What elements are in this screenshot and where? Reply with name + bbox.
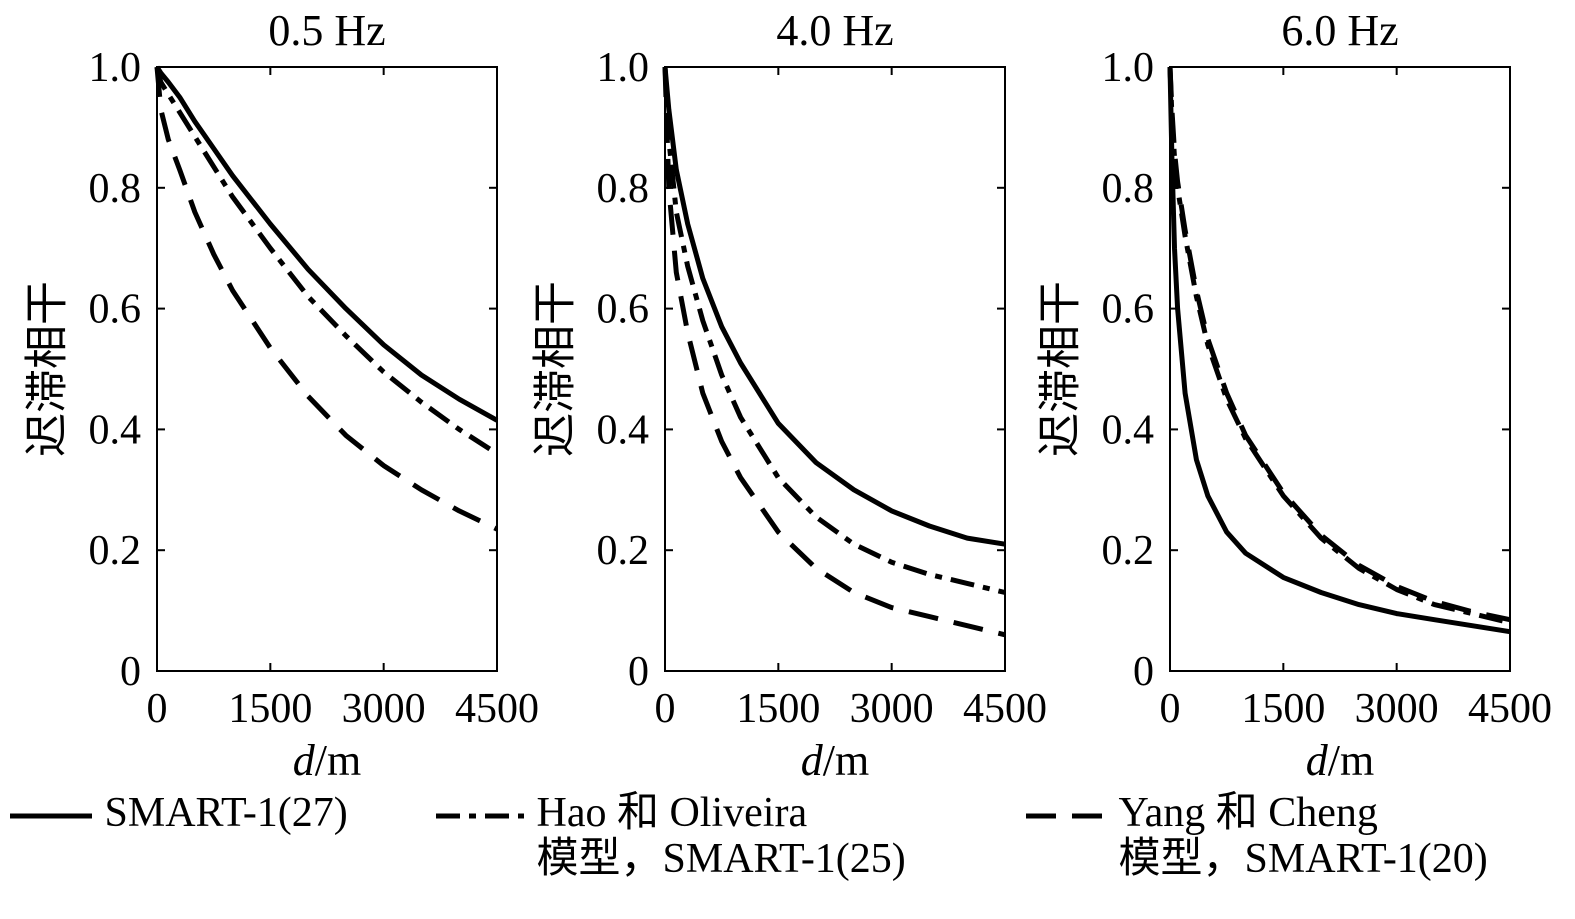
chart-title: 4.0 Hz [776,6,893,55]
legend: SMART-1(27) Hao 和 Oliveira 模型，SMART-1(25… [0,790,1575,919]
chart-title: 6.0 Hz [1281,6,1398,55]
x-tick-label: 1500 [228,686,312,732]
series-line-dashed [1167,66,1511,623]
series-line-dashed [154,66,499,532]
x-axis-label: d/m [1306,736,1374,785]
y-tick-label: 1.0 [597,45,650,91]
y-tick-label: 0.8 [89,166,142,212]
series-line-dashed [662,66,1006,638]
chart-panel-3: 0 0.2 0.4 0.6 0.8 1.0 0 1500 3000 4500 6.0 Hz d/m 迟滞… [1036,6,1553,785]
legend-label-dashdot-line2: 模型，SMART-1(25) [536,836,906,882]
legend-label-dashed-line1: Yang 和 Cheng [1118,790,1378,836]
legend-item-solid: SMART-1(27) [8,790,348,839]
y-axis-label: 迟滞相干 [1036,281,1085,457]
x-tick-label: 3000 [850,686,934,732]
plot-frame [1169,66,1511,672]
chart-panel-2: 0 0.2 0.4 0.6 0.8 1.0 0 1500 3000 4500 4.0 Hz d/m 迟滞… [531,6,1048,785]
y-tick-label: 0.6 [597,287,650,333]
y-tick-label: 0 [120,649,141,695]
x-tick-label: 0 [1160,686,1181,732]
chart-panel-1: 0 0.2 0.4 0.6 0.8 1.0 0 1500 3000 4500 0.5 Hz d/m 迟滞… [23,6,540,785]
y-tick-label: 0.8 [597,166,650,212]
y-tick-label: 0.2 [1102,528,1155,574]
x-tick-label: 1500 [1241,686,1325,732]
y-tick-label: 0.2 [597,528,650,574]
legend-label-dashed-line2: 模型，SMART-1(20) [1118,836,1488,882]
series-line-solid [662,66,1006,547]
series-line-dashdot [1167,66,1511,626]
legend-item-dashdot: Hao 和 Oliveira 模型，SMART-1(25) [434,790,906,882]
legend-swatch-solid [10,813,92,819]
legend-label-dashdot-line1: Hao 和 Oliveira [536,790,808,836]
series-line-solid [1167,66,1511,635]
legend-label-solid: SMART-1(27) [105,790,348,836]
x-tick-label: 3000 [342,686,426,732]
plot-frame [664,66,1006,672]
x-axis-label: d/m [293,736,361,785]
x-tick-label: 0 [655,686,676,732]
y-tick-label: 0.6 [1102,287,1155,333]
legend-swatch-dashdot [436,813,524,819]
legend-label-solid-line1: SMART-1(27) [104,790,348,836]
y-tick-label: 0.4 [597,407,650,453]
y-tick-label: 0.2 [89,528,142,574]
x-tick-label: 1500 [736,686,820,732]
y-tick-label: 1.0 [1102,45,1155,91]
x-axis-label: d/m [801,736,869,785]
chart-title: 0.5 Hz [268,6,385,55]
y-tick-label: 1.0 [89,45,142,91]
legend-item-dashed: Yang 和 Cheng 模型，SMART-1(20) [1024,790,1488,882]
legend-label-dashed: Yang 和 Cheng 模型，SMART-1(20) [1119,790,1488,882]
x-tick-label: 4500 [1468,686,1552,732]
y-tick-label: 0 [628,649,649,695]
plot-frame [156,66,498,672]
x-tick-label: 3000 [1355,686,1439,732]
x-tick-label: 4500 [963,686,1047,732]
y-tick-label: 0.8 [1102,166,1155,212]
x-tick-label: 4500 [455,686,539,732]
y-axis-label: 迟滞相干 [23,281,72,457]
y-tick-label: 0 [1133,649,1154,695]
series-line-dashdot [662,66,1006,595]
series-line-dashdot [154,66,499,456]
legend-label-dashdot: Hao 和 Oliveira 模型，SMART-1(25) [537,790,906,882]
y-tick-label: 0.6 [89,287,142,333]
y-axis-label: 迟滞相干 [531,281,580,457]
series-line-solid [154,65,499,423]
y-tick-label: 0.4 [89,407,142,453]
x-tick-label: 0 [147,686,168,732]
y-tick-label: 0.4 [1102,407,1155,453]
legend-swatch-dashed [1026,813,1106,819]
